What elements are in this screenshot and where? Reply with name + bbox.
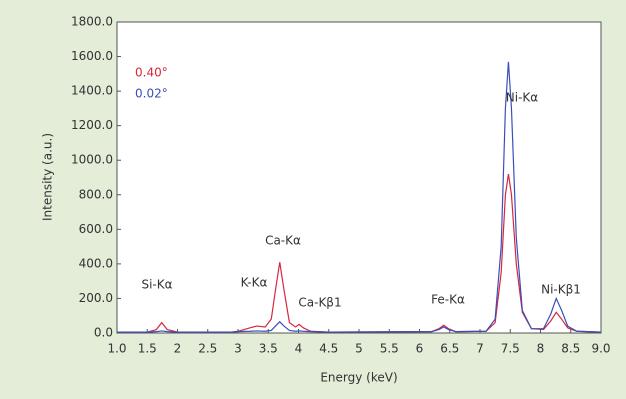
x-tick-label: 1.5 (138, 342, 157, 356)
y-tick-label: 400.0 (79, 256, 113, 270)
y-tick-label: 800.0 (79, 187, 113, 201)
peak-label: Si-Kα (141, 278, 172, 292)
x-tick-label: 8.5 (561, 342, 580, 356)
peak-label: Ni-Kα (506, 91, 539, 105)
peak-label: Fe-Kα (431, 293, 465, 307)
legend-label: 0.02° (135, 87, 168, 101)
x-tick-label: 7 (476, 342, 484, 356)
x-tick-label: 3.5 (259, 342, 278, 356)
y-tick-label: 1000.0 (71, 153, 113, 167)
x-tick-label: 2.5 (198, 342, 217, 356)
y-tick-label: 0.0 (94, 326, 113, 340)
x-tick-label: 5.5 (380, 342, 399, 356)
x-tick-label: 4.5 (319, 342, 338, 356)
x-tick-label: 6.5 (440, 342, 459, 356)
y-tick-label: 1400.0 (71, 84, 113, 98)
x-tick-label: 7.5 (501, 342, 520, 356)
y-tick-label: 600.0 (79, 222, 113, 236)
x-tick-label: 1.0 (107, 342, 126, 356)
peak-label: K-Kα (241, 276, 268, 290)
y-tick-label: 1800.0 (71, 15, 113, 29)
peak-label: Ca-Kβ1 (298, 296, 341, 310)
x-tick-label: 8 (537, 342, 545, 356)
x-tick-label: 3 (234, 342, 242, 356)
x-axis-label: Energy (keV) (320, 371, 397, 385)
plot-area (116, 21, 602, 334)
x-tick-label: 6 (416, 342, 424, 356)
peak-label: Ca-Kα (265, 234, 301, 248)
y-tick-label: 200.0 (79, 291, 113, 305)
legend-label: 0.40° (135, 66, 168, 80)
x-tick-label: 4 (295, 342, 303, 356)
y-tick-label: 1200.0 (71, 118, 113, 132)
y-axis-label: Intensity (a.u.) (41, 133, 55, 221)
peak-label: Ni-Kβ1 (541, 283, 581, 297)
x-tick-label: 2 (174, 342, 182, 356)
y-tick-label: 1600.0 (71, 49, 113, 63)
x-tick-label: 5 (355, 342, 363, 356)
series-line (117, 61, 602, 333)
x-tick-label: 9.0 (591, 342, 610, 356)
